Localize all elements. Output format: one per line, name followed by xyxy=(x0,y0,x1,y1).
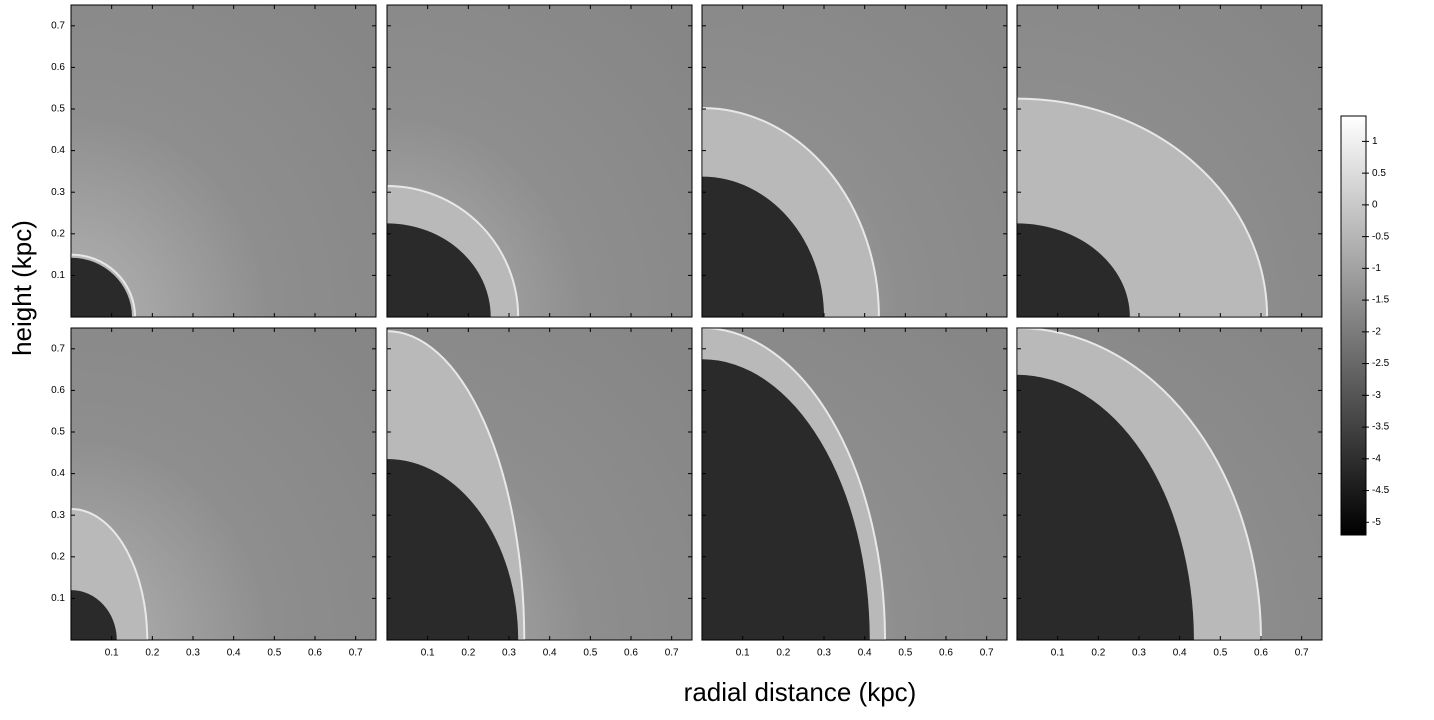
panel xyxy=(1016,4,1323,318)
hot-bubble xyxy=(387,459,519,640)
x-tick-label: 0.6 xyxy=(308,648,322,659)
hot-bubble xyxy=(702,176,824,317)
y-tick-label: 0.6 xyxy=(51,62,65,73)
panel-frame xyxy=(701,327,1008,641)
panel: 0.1 0.2 0.3 0.4 0.5 0.6 0.7 xyxy=(51,4,377,318)
y-tick-label: 0.3 xyxy=(51,187,65,198)
y-tick-label: 0.3 xyxy=(51,510,65,521)
x-tick-label: 0.3 xyxy=(502,648,516,659)
x-tick-label: 0.3 xyxy=(817,648,831,659)
y-tick-label: 0.5 xyxy=(51,104,65,115)
x-tick-label: 0.7 xyxy=(665,648,679,659)
y-tick-label: 0.1 xyxy=(51,593,65,604)
x-tick-label: 0.6 xyxy=(939,648,953,659)
x-tick-label: 0.2 xyxy=(776,648,790,659)
y-tick-label: 0.2 xyxy=(51,228,65,239)
panel-image xyxy=(71,5,376,317)
x-tick-label: 0.6 xyxy=(624,648,638,659)
panel-frame xyxy=(1016,327,1323,641)
panel-frame xyxy=(701,4,1008,318)
x-tick-label: 0.4 xyxy=(858,648,872,659)
x-tick-label: 0.5 xyxy=(1213,648,1227,659)
colorbar-tick-label: 0.5 xyxy=(1372,168,1386,179)
y-tick-label: 0.7 xyxy=(51,20,65,31)
x-tick-label: 0.1 xyxy=(105,648,119,659)
x-tick-label: 0.2 xyxy=(1091,648,1105,659)
x-tick-label: 0.2 xyxy=(461,648,475,659)
x-tick-label: 0.5 xyxy=(267,648,281,659)
y-tick-label: 0.2 xyxy=(51,551,65,562)
y-tick-label: 0.6 xyxy=(51,385,65,396)
colorbar-tick-label: -1.5 xyxy=(1372,295,1390,306)
x-tick-label: 0.5 xyxy=(583,648,597,659)
panel xyxy=(386,4,693,318)
hot-bubble xyxy=(71,590,117,640)
x-tick-label: 0.2 xyxy=(145,648,159,659)
y-tick-label: 0.1 xyxy=(51,270,65,281)
colorbar xyxy=(1340,115,1367,536)
colorbar-tick-label: -1 xyxy=(1372,263,1381,274)
panel-frame xyxy=(1016,4,1323,318)
x-tick-label: 0.1 xyxy=(421,648,435,659)
panel: 0.1 0.2 0.3 0.4 0.5 0.6 0.7 xyxy=(701,326,1008,659)
y-tick-label: 0.5 xyxy=(51,427,65,438)
y-tick-label: 0.4 xyxy=(51,468,65,479)
x-tick-label: 0.7 xyxy=(349,648,363,659)
panel-frame xyxy=(386,4,693,318)
panel: 0.1 0.2 0.3 0.4 0.5 0.6 0.7 0.1 0.2 0.3 0.4 0.5 0.6 0… xyxy=(51,327,377,659)
x-tick-label: 0.3 xyxy=(1132,648,1146,659)
colorbar-tick-label: -3 xyxy=(1372,390,1381,401)
x-tick-label: 0.6 xyxy=(1254,648,1268,659)
x-tick-label: 0.5 xyxy=(898,648,912,659)
colorbar-tick-label: -4.5 xyxy=(1372,485,1390,496)
colorbar-tick-label: 1 xyxy=(1372,136,1378,147)
hot-bubble xyxy=(1017,223,1130,317)
y-tick-label: 0.7 xyxy=(51,343,65,354)
colorbar-tick-label: -5 xyxy=(1372,517,1381,528)
x-tick-label: 0.4 xyxy=(1173,648,1187,659)
y-tick-label: 0.4 xyxy=(51,145,65,156)
panel-frame xyxy=(70,4,377,318)
hot-bubble xyxy=(702,359,870,640)
hot-bubble xyxy=(71,257,132,317)
x-tick-label: 0.1 xyxy=(1051,648,1065,659)
x-tick-label: 0.4 xyxy=(543,648,557,659)
x-tick-label: 0.1 xyxy=(736,648,750,659)
colorbar-tick-label: -2.5 xyxy=(1372,358,1390,369)
panel: 0.1 0.2 0.3 0.4 0.5 0.6 0.7 xyxy=(1016,326,1323,659)
x-tick-label: 0.7 xyxy=(1295,648,1309,659)
panel xyxy=(701,4,1008,318)
x-axis-label: radial distance (kpc) xyxy=(684,677,917,707)
colorbar-tick-label: -4 xyxy=(1372,453,1381,464)
panel-frame xyxy=(70,327,377,641)
x-tick-label: 0.7 xyxy=(980,648,994,659)
colorbar-tick-label: 0 xyxy=(1372,200,1378,211)
hot-bubble xyxy=(387,223,491,317)
x-tick-label: 0.3 xyxy=(186,648,200,659)
x-tick-label: 0.4 xyxy=(227,648,241,659)
colorbar-tick-label: -3.5 xyxy=(1372,422,1390,433)
colorbar-tick-label: -0.5 xyxy=(1372,231,1390,242)
panel: 0.1 0.2 0.3 0.4 0.5 0.6 0.7 xyxy=(386,327,693,659)
panel-frame xyxy=(386,327,693,641)
colorbar-tick-label: -2 xyxy=(1372,326,1381,337)
y-axis-label: height (kpc) xyxy=(7,220,37,356)
hot-bubble xyxy=(1017,374,1194,640)
